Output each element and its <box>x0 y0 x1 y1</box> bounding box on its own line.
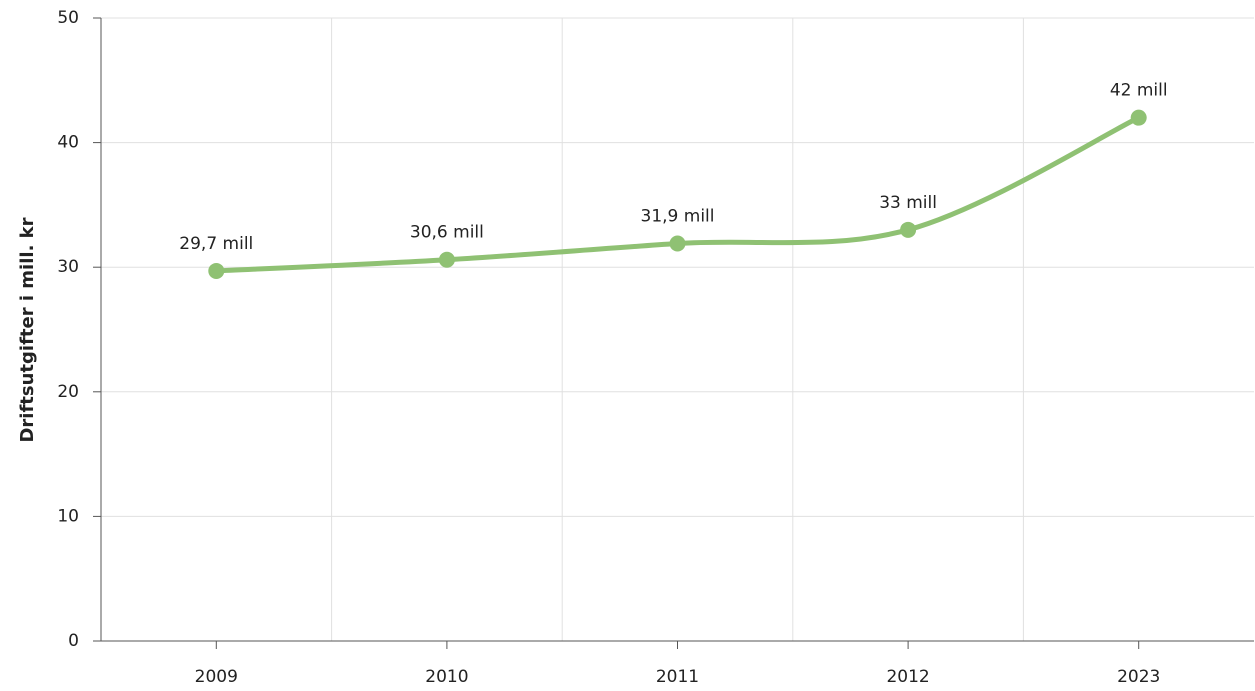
data-label: 33 mill <box>879 193 937 213</box>
x-tick-label: 2009 <box>195 667 238 687</box>
data-label: 29,7 mill <box>179 234 253 254</box>
y-tick-label: 40 <box>57 133 79 153</box>
data-label: 42 mill <box>1110 81 1168 101</box>
data-label: 31,9 mill <box>641 207 715 227</box>
data-label: 30,6 mill <box>410 223 484 243</box>
point <box>438 251 455 268</box>
point <box>1130 109 1147 126</box>
x-tick-label: 2023 <box>1117 667 1160 687</box>
y-axis-label: Driftsutgifter i mill. kr <box>17 217 38 442</box>
point <box>669 235 686 252</box>
x-tick-label: 2010 <box>425 667 468 687</box>
y-tick-label: 30 <box>57 257 79 277</box>
y-tick-label: 20 <box>57 382 79 402</box>
point <box>900 221 917 238</box>
x-tick-label: 2012 <box>886 667 929 687</box>
x-tick-label: 2011 <box>656 667 699 687</box>
point <box>208 262 225 279</box>
y-tick-label: 0 <box>68 631 79 651</box>
y-tick-label: 10 <box>57 506 79 526</box>
y-tick-label: 50 <box>57 8 79 28</box>
